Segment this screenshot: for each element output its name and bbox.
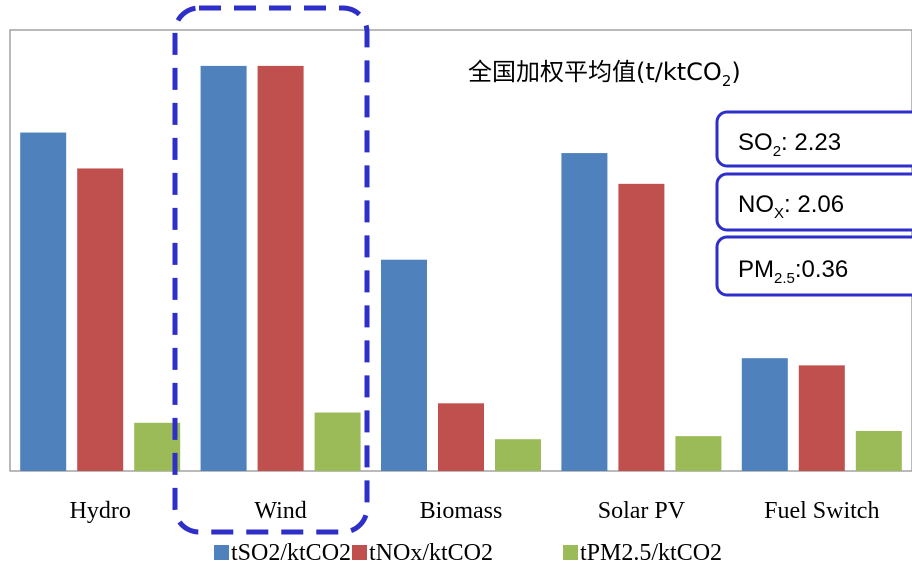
bar-fuel-switch-series-2 [798,365,845,471]
legend-label: tSO2/ktCO2 [231,540,351,566]
bar-solar-pv-series-3 [675,436,722,471]
box-pm25-sub: 2.5 [774,270,795,287]
annotation-title-close: ) [731,58,740,86]
category-labels: Hydro Wind Biomass Solar PV Fuel Switch [70,498,880,524]
box-nox-sub: X [774,205,784,222]
wind-highlight-frame [172,5,370,535]
category-label: Fuel Switch [764,498,879,524]
category-label: Solar PV [598,498,686,524]
box-so2-label: SO [738,129,773,156]
bar-wind-series-1 [200,65,247,471]
category-label: Wind [254,498,306,524]
legend-swatch [214,545,229,560]
annotation-box-nox: NOX: 2.06 [715,172,912,232]
legend-swatch [352,545,367,560]
legend-swatch [563,545,578,560]
bar-biomass-series-2 [438,403,484,471]
box-nox-value: : 2.06 [784,191,844,218]
legend-label: tNOx/ktCO2 [369,540,493,566]
box-so2-sub: 2 [773,143,781,160]
annotation-title-main: 全国加权平均值(t/ktCO [468,58,722,86]
bars-group [20,65,902,471]
box-so2-value: : 2.23 [781,129,841,156]
bar-wind-series-3 [314,412,361,471]
category-label: Biomass [420,498,503,524]
bar-biomass-series-1 [381,259,427,471]
annotation-title: 全国加权平均值(t/ktCO2) [468,58,741,90]
annotation-box-pm25: PM2.5:0.36 [715,235,912,297]
box-pm25-label: PM [738,256,774,283]
annotation-box-so2: SO2: 2.23 [715,110,912,168]
svg-text:PM2.5:0.36: PM2.5:0.36 [738,256,848,287]
legend: tSO2/ktCO2 tNOx/ktCO2 tPM2.5/ktCO2 [214,540,722,566]
bar-solar-pv-series-2 [618,183,665,471]
bar-fuel-switch-series-3 [855,431,902,471]
category-label: Hydro [70,498,131,524]
annotation-title-sub: 2 [722,72,732,90]
bar-hydro-series-1 [20,132,67,471]
box-pm25-value: :0.36 [795,256,848,283]
svg-text:NOX: 2.06: NOX: 2.06 [738,191,844,222]
bar-solar-pv-series-1 [561,153,608,471]
bar-hydro-series-2 [77,168,124,471]
legend-label: tPM2.5/ktCO2 [580,540,722,566]
svg-text:SO2: 2.23: SO2: 2.23 [738,129,841,160]
bar-wind-series-2 [257,65,304,471]
bar-biomass-series-3 [495,439,541,471]
bar-fuel-switch-series-1 [741,358,788,471]
box-nox-label: NO [738,191,774,218]
